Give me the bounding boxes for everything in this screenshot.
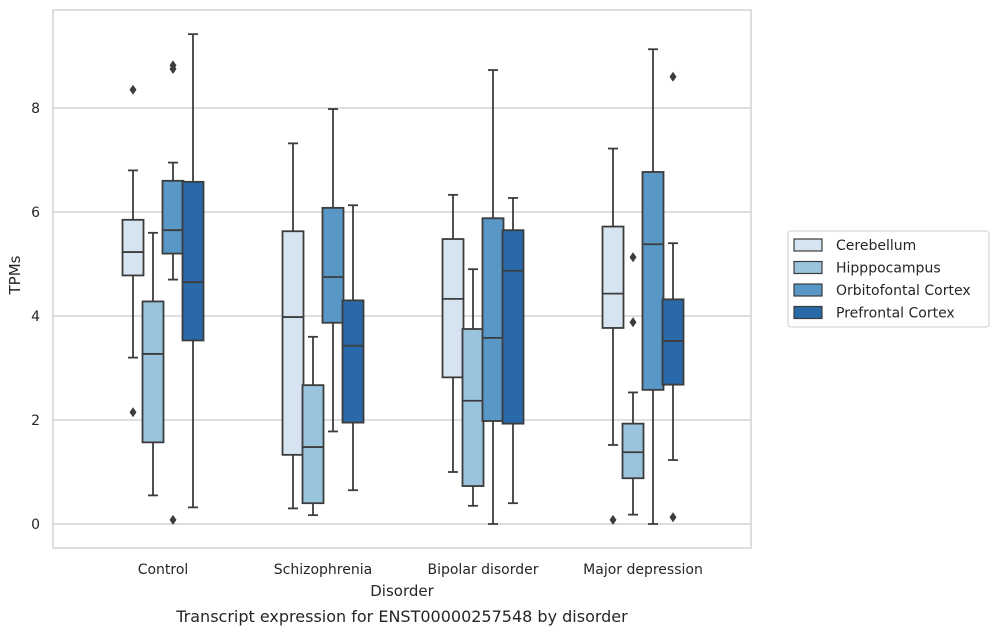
box-1-1 bbox=[301, 335, 325, 517]
box-0-0 bbox=[121, 84, 145, 418]
box-0-3 bbox=[601, 147, 625, 525]
box-3-3 bbox=[661, 71, 685, 523]
chart-caption: Transcript expression for ENST0000025754… bbox=[175, 607, 628, 626]
box-iqr bbox=[441, 238, 465, 379]
legend-label: Cerebellum bbox=[836, 238, 916, 254]
box-iqr bbox=[621, 422, 645, 480]
legend-frame bbox=[787, 230, 990, 328]
box-iqr bbox=[641, 171, 665, 391]
outlier-point bbox=[169, 514, 177, 525]
y-tick-label: 0 bbox=[31, 517, 40, 533]
x-tick-label: Schizophrenia bbox=[274, 562, 372, 578]
outlier-point bbox=[669, 71, 677, 82]
legend-swatch bbox=[793, 305, 823, 320]
box-iqr bbox=[141, 300, 165, 444]
box-iqr bbox=[501, 229, 525, 425]
box-3-1 bbox=[341, 204, 365, 492]
box-1-3 bbox=[621, 252, 645, 516]
box-3-2 bbox=[501, 197, 525, 505]
box-2-3 bbox=[641, 48, 665, 525]
legend-swatch bbox=[793, 260, 823, 275]
box-iqr bbox=[601, 225, 625, 329]
y-tick-label: 2 bbox=[31, 413, 40, 429]
box-1-2 bbox=[461, 268, 485, 507]
box-iqr bbox=[301, 384, 325, 505]
outlier-point bbox=[609, 514, 617, 525]
box-2-2 bbox=[481, 69, 505, 525]
y-tick-label: 4 bbox=[31, 309, 40, 325]
outlier-point bbox=[169, 64, 177, 74]
x-tick-label: Control bbox=[138, 562, 189, 578]
legend-label: Orbitofontal Cortex bbox=[836, 283, 971, 299]
box-series bbox=[121, 33, 685, 525]
box-2-1 bbox=[321, 108, 345, 433]
box-iqr bbox=[121, 218, 145, 277]
outlier-point bbox=[129, 84, 137, 95]
y-tick-labels: 0 2 4 6 8 bbox=[31, 101, 40, 533]
y-axis-label: TPMs bbox=[6, 255, 24, 295]
outlier-point bbox=[629, 317, 637, 328]
box-iqr bbox=[281, 230, 305, 456]
x-axis-label: Disorder bbox=[370, 582, 434, 600]
box-0-1 bbox=[281, 142, 305, 510]
plot-area bbox=[52, 9, 752, 549]
legend-swatch bbox=[793, 238, 823, 252]
box-1-0 bbox=[141, 231, 165, 497]
box-iqr bbox=[181, 180, 205, 342]
box-iqr bbox=[661, 298, 685, 386]
y-tick-label: 8 bbox=[31, 101, 40, 117]
legend-swatch bbox=[793, 283, 823, 297]
legend: Cerebellum Hipppocampus Orbitofontal Corte… bbox=[787, 230, 990, 328]
box-0-2 bbox=[441, 193, 465, 473]
box-2-0 bbox=[161, 60, 185, 525]
y-tick-label: 6 bbox=[31, 205, 40, 221]
outlier-point bbox=[669, 512, 677, 523]
box-iqr bbox=[321, 206, 345, 324]
box-iqr bbox=[341, 299, 365, 424]
legend-label: Prefrontal Cortex bbox=[836, 306, 955, 322]
outlier-point bbox=[629, 252, 637, 263]
box-iqr bbox=[461, 328, 485, 487]
box-iqr bbox=[481, 217, 505, 422]
outlier-point bbox=[129, 407, 137, 418]
x-tick-label: Major depression bbox=[583, 562, 703, 578]
box-3-0 bbox=[181, 33, 205, 509]
x-tick-label: Bipolar disorder bbox=[427, 562, 538, 578]
x-tick-labels: Control Schizophrenia Bipolar disorder Majo… bbox=[138, 562, 703, 578]
box-iqr bbox=[161, 179, 185, 255]
legend-label: Hipppocampus bbox=[836, 261, 941, 277]
